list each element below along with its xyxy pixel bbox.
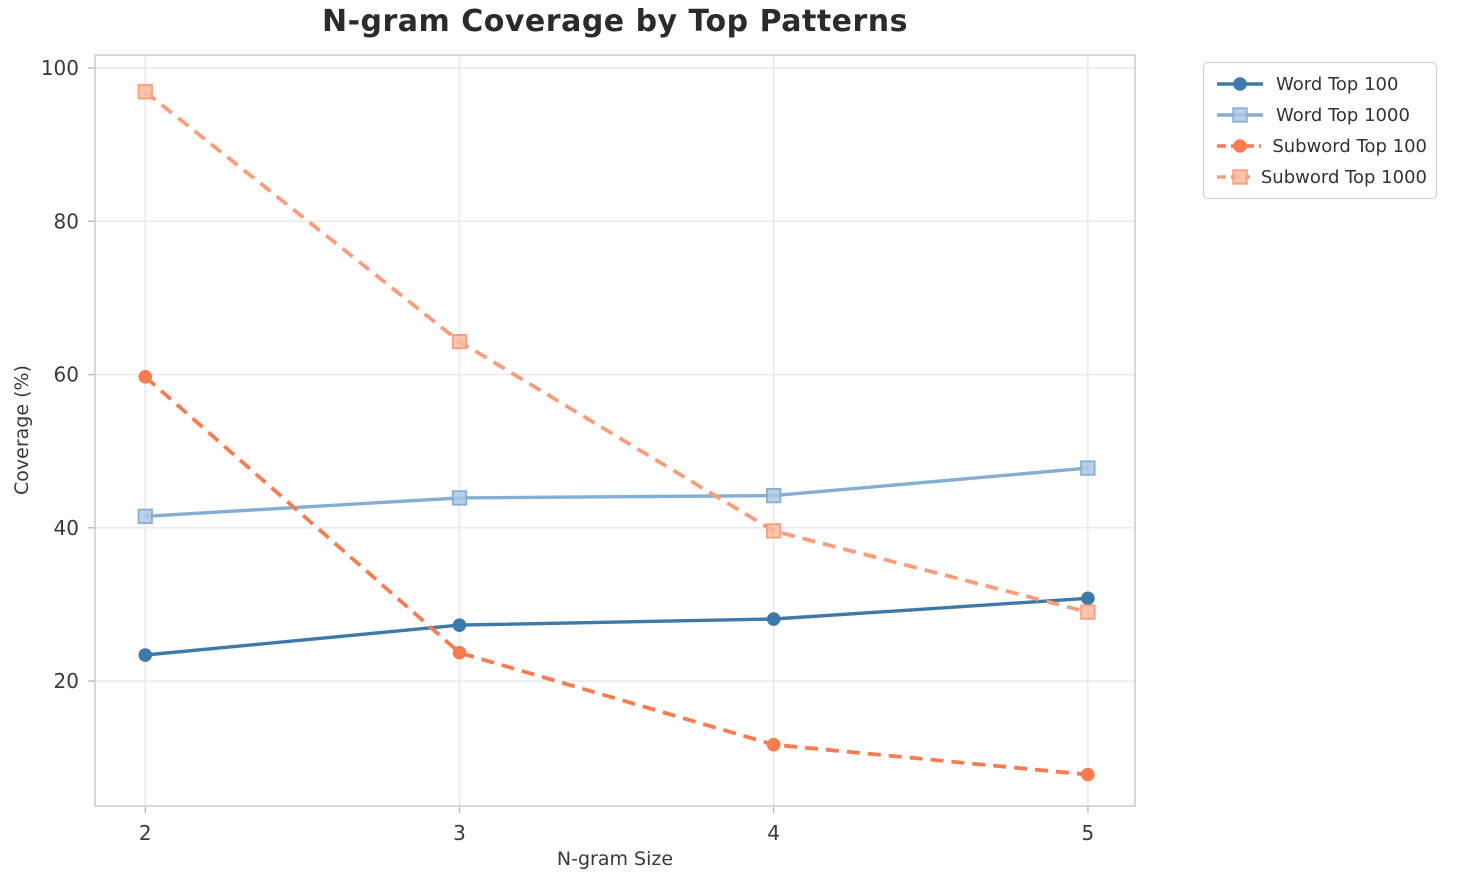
legend: Word Top 100 Word Top 1000 Subword Top 100… xyxy=(1203,62,1437,199)
circle-marker xyxy=(1233,139,1247,153)
circle-marker xyxy=(1081,767,1095,782)
square-marker xyxy=(137,84,153,100)
chart-title: N-gram Coverage by Top Patterns xyxy=(321,4,909,39)
series-line xyxy=(145,596,1089,657)
legend-entry-word-top-100: Word Top 100 xyxy=(1215,72,1427,96)
series-line xyxy=(144,90,1089,614)
grid-lines xyxy=(95,55,1135,806)
square-marker xyxy=(1232,169,1248,185)
legend-swatch-square-icon xyxy=(1217,169,1250,185)
series-line xyxy=(144,375,1089,777)
plot-border xyxy=(94,54,1136,807)
x-tick-label: 4 xyxy=(767,821,780,845)
axes-frame xyxy=(94,54,1136,807)
legend-label: Word Top 100 xyxy=(1276,73,1399,95)
series-word-top-1000 xyxy=(137,460,1096,524)
y-tick-label: 60 xyxy=(54,363,79,387)
legend-entry-subword-top-1000: Subword Top 1000 xyxy=(1215,165,1427,189)
square-marker xyxy=(451,490,468,506)
square-marker xyxy=(1080,460,1096,476)
square-marker xyxy=(766,487,782,504)
circle-marker xyxy=(1233,77,1247,91)
square-marker xyxy=(137,508,153,524)
legend-swatch-circle-icon xyxy=(1217,77,1263,91)
square-marker xyxy=(1080,604,1096,620)
series-subword-top-100 xyxy=(138,370,1095,782)
data-series xyxy=(137,84,1096,782)
square-marker xyxy=(766,523,782,539)
x-tick-label: 5 xyxy=(1082,821,1095,845)
y-tick-label: 100 xyxy=(41,56,79,80)
legend-label: Subword Top 100 xyxy=(1272,135,1427,157)
y-tick-label: 20 xyxy=(54,669,79,693)
x-tick-label: 2 xyxy=(139,821,152,845)
series-word-top-100 xyxy=(138,591,1095,662)
circle-marker xyxy=(138,648,153,662)
legend-label: Word Top 1000 xyxy=(1276,104,1410,126)
y-tick-label: 80 xyxy=(54,209,79,233)
y-tick-label: 40 xyxy=(54,516,79,540)
circle-marker xyxy=(452,645,467,660)
legend-swatch-square-icon xyxy=(1217,107,1263,123)
circle-marker xyxy=(1081,591,1095,606)
legend-label: Subword Top 1000 xyxy=(1260,166,1427,188)
circle-marker xyxy=(766,737,781,752)
axis-ticks xyxy=(88,67,1089,813)
legend-entry-subword-top-100: Subword Top 100 xyxy=(1215,134,1427,158)
square-marker xyxy=(1232,107,1248,123)
legend-swatch-circle-icon xyxy=(1217,139,1262,153)
series-line xyxy=(145,466,1089,518)
tick-labels: 2 3 4 5 20 40 60 80 100 xyxy=(41,56,1094,845)
x-tick-label: 3 xyxy=(453,821,466,845)
circle-marker xyxy=(452,618,467,632)
square-marker xyxy=(451,333,468,350)
series-subword-top-1000 xyxy=(137,84,1096,620)
y-axis-label: Coverage (%) xyxy=(11,365,33,495)
legend-entry-word-top-1000: Word Top 1000 xyxy=(1215,103,1427,127)
x-axis-label: N-gram Size xyxy=(556,848,674,870)
circle-marker xyxy=(138,370,153,384)
circle-marker xyxy=(766,612,781,626)
